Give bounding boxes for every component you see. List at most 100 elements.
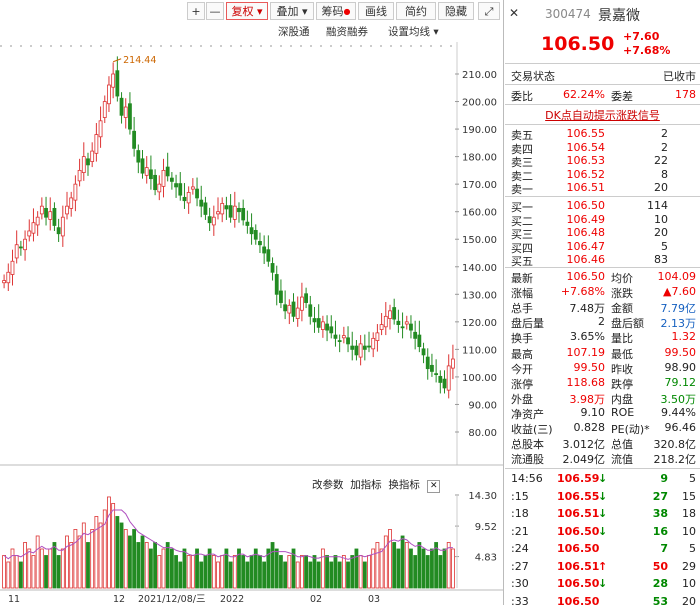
candle-body — [94, 134, 99, 154]
candle-body — [446, 365, 451, 391]
trade-status-label: 交易状态 — [511, 70, 555, 83]
order-price: 106.47 — [566, 239, 606, 253]
candle-body — [262, 246, 267, 254]
fuquan-dropdown[interactable]: 复权 ▾ — [226, 2, 268, 20]
candle-body — [144, 167, 149, 176]
candle-body — [329, 326, 334, 334]
volume-bar — [90, 529, 95, 589]
volume-bar — [270, 542, 275, 589]
candle-body — [2, 280, 6, 284]
volume-bar — [379, 548, 384, 589]
order-price: 106.51 — [566, 181, 606, 195]
candle-body — [10, 260, 15, 275]
buy-order-row: 买三 106.48 20 — [505, 226, 700, 241]
yincang-button[interactable]: 隐藏 — [438, 2, 474, 20]
volume-bar — [195, 548, 199, 589]
junxian-dropdown[interactable]: 设置均线 ▾ — [388, 24, 439, 39]
order-label: 买五 — [511, 255, 533, 269]
kline-panel[interactable]: + — 复权 ▾ 叠加 ▾ 筹码● 画线 简约 隐藏 ⤢ 深股通 融资融券 设置… — [0, 0, 504, 605]
tick-time: :24 — [511, 542, 529, 555]
tick-arrow-icon: ↓ — [598, 577, 608, 590]
candle-body — [140, 158, 145, 174]
candle-body — [90, 150, 95, 162]
shengutong-link[interactable]: 深股通 — [278, 26, 310, 38]
volume-bar — [404, 542, 409, 589]
stat-value: +7.68% — [560, 285, 605, 299]
stat-value: 3.65% — [570, 330, 605, 344]
stat-value: 79.12 — [664, 375, 697, 389]
stat-label: 内盘 — [611, 392, 633, 406]
tick-row: :24 106.50 7 5 — [505, 542, 700, 556]
stat-value: 9.44% — [661, 405, 696, 419]
zoom-out-button[interactable]: — — [206, 2, 224, 20]
diejia-dropdown[interactable]: 叠加 ▾ — [270, 2, 314, 20]
order-label: 卖五 — [511, 129, 533, 142]
dk-signal-link[interactable]: DK点自动提示涨跌信号 — [545, 109, 660, 122]
candle-body — [60, 216, 65, 237]
chouma-button[interactable]: 筹码● — [316, 2, 356, 20]
candle-body — [358, 343, 363, 358]
tick-volume: 16 — [652, 524, 668, 538]
zoom-in-button[interactable]: + — [187, 2, 205, 20]
x-axis-label: 02 — [310, 594, 322, 605]
jianyue-button[interactable]: 简约 — [396, 2, 436, 20]
stat-row: 收益(三) 0.828 PE(动)* 96.46 — [505, 421, 700, 436]
candle-body — [211, 216, 216, 226]
volume-bar — [375, 542, 380, 589]
close-icon[interactable]: ✕ — [509, 6, 520, 20]
candle-body — [81, 156, 86, 173]
huaxian-button[interactable]: 画线 — [358, 2, 394, 20]
huanzhibiao-button[interactable]: 换指标 — [388, 479, 420, 491]
order-label: 买四 — [511, 241, 533, 255]
order-volume: 2 — [661, 127, 668, 140]
volume-bar — [253, 548, 258, 589]
candle-body — [195, 188, 199, 199]
volume-bar — [434, 542, 439, 589]
chevron-down-icon: ▾ — [433, 26, 439, 38]
rongzi-link[interactable]: 融资融券 — [326, 26, 368, 38]
order-price: 106.50 — [566, 199, 606, 212]
volume-bar — [73, 529, 78, 589]
volume-bar — [186, 555, 191, 589]
volume-bar — [421, 548, 426, 589]
volume-bar — [81, 522, 86, 589]
divider — [505, 124, 700, 125]
volume-bar — [295, 561, 300, 589]
volume-bar — [392, 542, 397, 589]
candle-body — [216, 211, 220, 215]
fullscreen-icon[interactable]: ⤢ — [478, 2, 500, 20]
candle-body — [266, 249, 271, 262]
stat-row: 涨停 118.68 跌停 79.12 — [505, 375, 700, 391]
red-dot-icon: ● — [343, 7, 351, 16]
volume-bar — [119, 522, 124, 589]
stat-label: 最新 — [511, 272, 533, 285]
gaicanshu-button[interactable]: 改参数 — [312, 479, 344, 491]
candle-body — [253, 230, 258, 240]
candlestick-chart[interactable]: 210.00 200.00 190.00 180.00 170.00 160.00 150.… — [0, 0, 503, 605]
candle-body — [430, 364, 434, 372]
candle-body — [392, 307, 397, 320]
y-tick-label: 150.00 — [462, 235, 497, 246]
candle-body — [178, 183, 183, 196]
candle-body — [44, 207, 48, 218]
candle-body — [136, 150, 141, 163]
jiazhibiao-button[interactable]: 加指标 — [350, 479, 382, 491]
volume-bar — [354, 548, 359, 589]
volume-bar — [216, 561, 220, 589]
stat-value: 2.049亿 — [562, 453, 606, 467]
close-icon[interactable]: ✕ — [427, 480, 441, 493]
volume-bar — [396, 548, 401, 589]
volume-bar — [249, 555, 254, 589]
fuquan-label: 复权 — [231, 5, 254, 18]
volume-bar — [350, 555, 355, 589]
stat-label: 金额 — [611, 302, 633, 316]
tick-count: 10 — [682, 524, 696, 538]
candle-body — [224, 205, 229, 210]
candle-body — [279, 290, 283, 303]
tick-price: 106.51 — [557, 507, 600, 520]
candle-body — [56, 227, 61, 235]
volume-bar — [128, 535, 132, 589]
order-price: 106.54 — [566, 140, 606, 154]
stat-label: 换手 — [511, 332, 533, 346]
candle-body — [375, 332, 380, 341]
